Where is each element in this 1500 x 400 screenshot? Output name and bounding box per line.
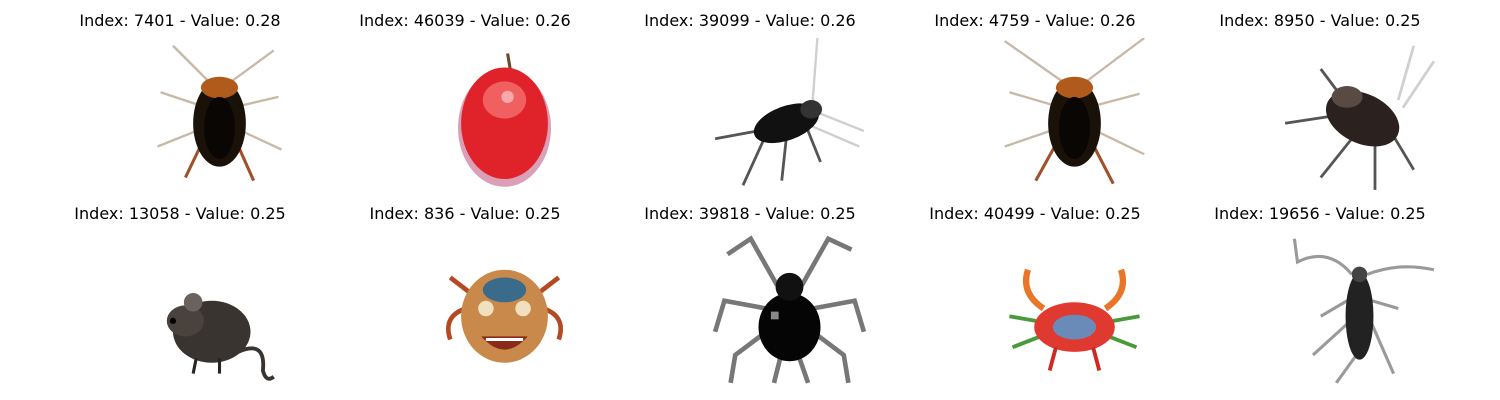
crab-face-image — [427, 231, 582, 386]
cockroach-image — [1282, 38, 1437, 193]
image-title: Index: 8950 - Value: 0.25 — [1219, 11, 1421, 30]
image-title: Index: 13058 - Value: 0.25 — [74, 204, 286, 223]
grid-cell: Index: 39818 - Value: 0.25 — [600, 193, 900, 386]
image-title: Index: 4759 - Value: 0.26 — [934, 11, 1136, 30]
image-title: Index: 19656 - Value: 0.25 — [1214, 204, 1426, 223]
image-title: Index: 836 - Value: 0.25 — [369, 204, 561, 223]
image-title: Index: 40499 - Value: 0.25 — [929, 204, 1141, 223]
longhorn-beetle-image — [1282, 231, 1437, 386]
grid-cell: Index: 39099 - Value: 0.26 — [600, 0, 900, 193]
cockroach-image — [142, 38, 297, 193]
grid-cell: Index: 4759 - Value: 0.26 — [885, 0, 1185, 193]
beetle-image — [712, 38, 867, 193]
grid-cell: Index: 836 - Value: 0.25 — [315, 193, 615, 386]
mouse-image — [142, 231, 297, 386]
image-title: Index: 39818 - Value: 0.25 — [644, 204, 856, 223]
cockroach-image — [997, 38, 1152, 193]
grid-cell: Index: 46039 - Value: 0.26 — [315, 0, 615, 193]
grid-cell: Index: 13058 - Value: 0.25 — [30, 193, 330, 386]
spider-image — [712, 231, 867, 386]
grid-cell: Index: 40499 - Value: 0.25 — [885, 193, 1185, 386]
grid-cell: Index: 7401 - Value: 0.28 — [30, 0, 330, 193]
crab-image — [997, 231, 1152, 386]
grid-cell: Index: 19656 - Value: 0.25 — [1170, 193, 1470, 386]
apple-image — [427, 38, 582, 193]
image-title: Index: 46039 - Value: 0.26 — [359, 11, 571, 30]
grid-cell: Index: 8950 - Value: 0.25 — [1170, 0, 1470, 193]
image-title: Index: 7401 - Value: 0.28 — [79, 11, 281, 30]
image-title: Index: 39099 - Value: 0.26 — [644, 11, 856, 30]
